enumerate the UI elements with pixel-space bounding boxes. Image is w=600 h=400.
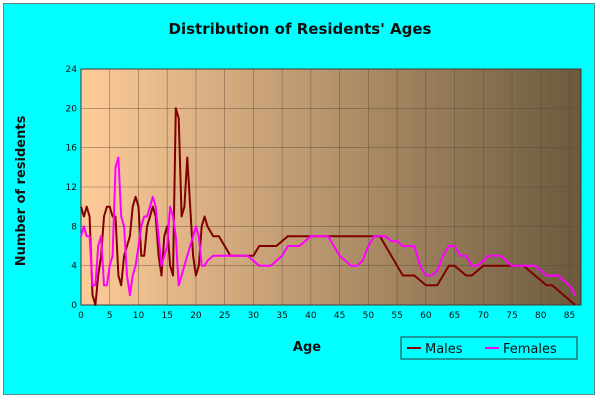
series-lines xyxy=(80,107,577,306)
x-tick-label: 30 xyxy=(248,311,260,321)
chart-frame: Distribution of Residents' Ages 0 4 8 12 16 2… xyxy=(3,3,595,395)
x-tick-label: 70 xyxy=(478,311,490,321)
legend: Males Females xyxy=(400,336,578,360)
y-axis-ticks: 0 4 8 12 16 20 24 xyxy=(66,65,78,311)
x-tick-label: 25 xyxy=(219,311,230,321)
x-axis-label: Age xyxy=(293,340,321,355)
y-tick-label: 4 xyxy=(71,262,77,272)
x-tick-label: 20 xyxy=(190,311,202,321)
x-tick-label: 60 xyxy=(420,311,432,321)
legend-label-females: Females xyxy=(503,342,557,357)
age-distribution-chart: Distribution of Residents' Ages 0 4 8 12 16 2… xyxy=(14,20,582,360)
x-axis-ticks: 0 5 10 15 20 25 30 35 40 45 50 55 60 65 70 75 80 85 xyxy=(78,311,575,321)
x-tick-label: 85 xyxy=(564,311,575,321)
x-tick-label: 15 xyxy=(161,311,172,321)
y-tick-label: 20 xyxy=(66,104,78,114)
x-tick-label: 5 xyxy=(107,311,113,321)
x-tick-label: 75 xyxy=(506,311,517,321)
y-tick-label: 16 xyxy=(66,144,78,154)
x-tick-label: 45 xyxy=(334,311,345,321)
y-tick-label: 12 xyxy=(66,183,77,193)
x-tick-label: 0 xyxy=(78,311,84,321)
x-tick-label: 10 xyxy=(133,311,145,321)
x-tick-label: 80 xyxy=(535,311,547,321)
chart-title: Distribution of Residents' Ages xyxy=(169,20,432,38)
x-tick-label: 40 xyxy=(305,311,317,321)
x-tick-label: 50 xyxy=(363,311,375,321)
y-axis-label: Number of residents xyxy=(14,115,29,266)
legend-label-males: Males xyxy=(425,342,463,357)
y-tick-label: 8 xyxy=(71,222,77,232)
x-tick-label: 55 xyxy=(391,311,402,321)
x-tick-label: 65 xyxy=(449,311,460,321)
x-tick-label: 35 xyxy=(276,311,287,321)
series-line-females xyxy=(80,156,577,297)
grid-lines xyxy=(80,68,581,306)
y-tick-label: 24 xyxy=(66,65,78,75)
y-tick-label: 0 xyxy=(71,301,77,311)
